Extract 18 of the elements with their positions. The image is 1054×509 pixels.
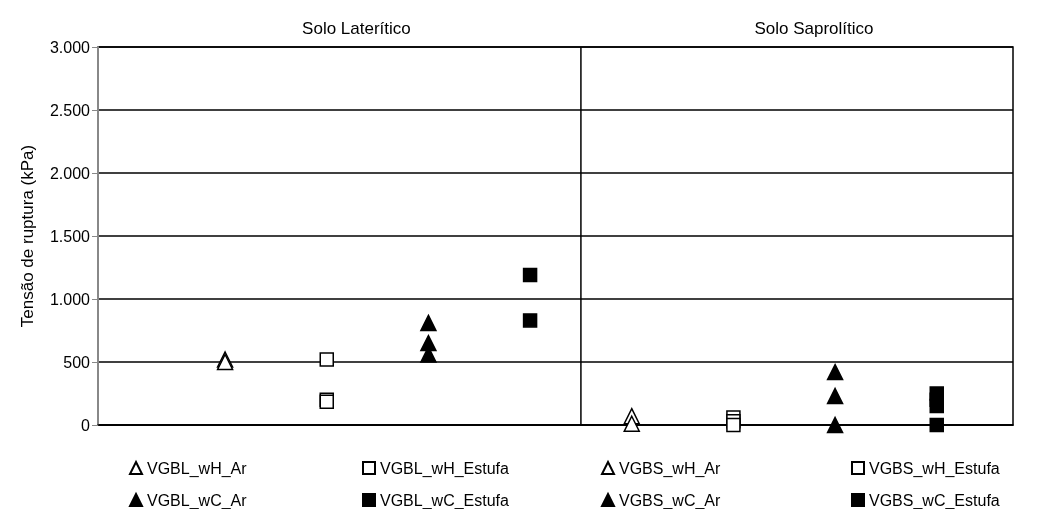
y-axis-title: Tensão de ruptura (kPa) [18, 144, 37, 328]
y-tick-label: 2.500 [49, 101, 91, 119]
y-tick-label: 3.000 [49, 38, 91, 56]
y-tick-label: 500 [63, 353, 91, 371]
legend-label: VGBL_wH_Ar [147, 459, 248, 478]
text: Solo Laterítico [302, 19, 411, 38]
legend-label: VGBS_wH_Estufa [869, 459, 1000, 478]
legend-label: VGBS_wH_Ar [619, 459, 722, 478]
y-tick-label: 1.000 [49, 290, 91, 308]
legend-label: VGBL_wC_Ar [147, 491, 248, 509]
legend-label: VGBL_wH_Estufa [380, 459, 510, 478]
legend-label: VGBL_wC_Estufa [380, 491, 510, 509]
legend-label: VGBS_wC_Ar [619, 491, 722, 509]
y-tick-label: 2.000 [49, 164, 91, 182]
y-tick-label: 0 [81, 416, 91, 434]
text: Solo Saprolítico [754, 19, 874, 38]
legend-label: VGBS_wC_Estufa [869, 491, 1000, 509]
y-tick-label: 1.500 [49, 227, 91, 245]
